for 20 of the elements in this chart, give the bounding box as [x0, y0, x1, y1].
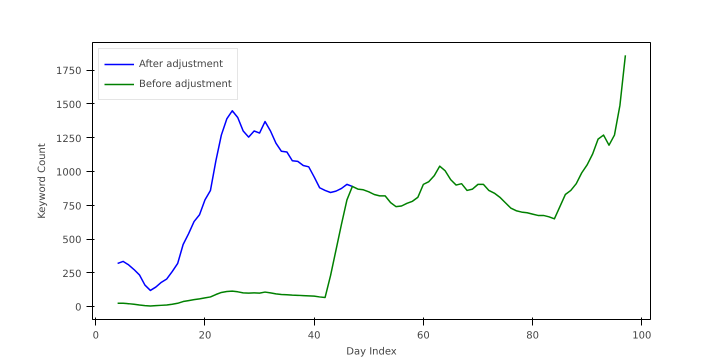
x-tick-label: 60	[417, 330, 430, 342]
x-tick-label: 0	[92, 330, 99, 342]
x-tick-label: 40	[308, 330, 321, 342]
x-tick-label: 20	[198, 330, 212, 342]
y-tick-label: 750	[62, 201, 82, 212]
x-tick-label: 80	[526, 330, 539, 342]
y-axis-title: Keyword Count	[37, 143, 48, 219]
y-tick-label: 1250	[56, 134, 82, 145]
line-series	[116, 54, 626, 307]
x-tick-label: 100	[632, 330, 652, 342]
y-tick-label: 1000	[56, 168, 82, 179]
y-tick-label: 0	[75, 302, 82, 314]
legend-label: After adjustment	[139, 58, 224, 70]
y-tick-label: 250	[62, 268, 82, 280]
y-tick-label: 1500	[56, 100, 82, 111]
line-series	[116, 110, 354, 292]
x-axis-title: Day Index	[346, 346, 397, 358]
y-tick-label: 500	[62, 235, 82, 246]
legend-label: Before adjustment	[139, 78, 232, 90]
y-tick-label: 1750	[56, 66, 82, 78]
